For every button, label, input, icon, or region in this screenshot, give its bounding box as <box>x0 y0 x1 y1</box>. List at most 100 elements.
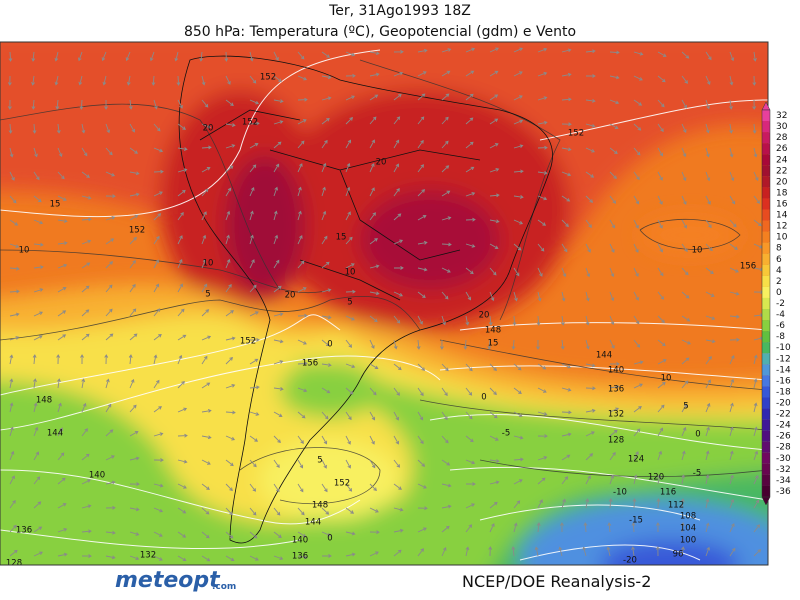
wind-arrow <box>321 315 332 320</box>
wind-arrow <box>489 219 500 224</box>
wind-arrow <box>80 354 84 365</box>
wind-arrow <box>297 459 304 469</box>
wind-arrow <box>513 479 523 485</box>
wind-arrow <box>753 171 759 181</box>
wind-arrow <box>249 411 260 416</box>
wind-arrow <box>321 117 330 125</box>
wind-arrow <box>249 507 257 516</box>
wind-arrow <box>753 549 762 557</box>
contour-label: 124 <box>628 455 644 465</box>
wind-arrow <box>441 48 452 53</box>
colorbar-label: 24 <box>776 155 788 165</box>
wind-arrow <box>57 552 68 557</box>
colorbar-swatch <box>762 231 770 243</box>
wind-arrow <box>585 339 590 350</box>
wind-arrow <box>201 188 209 197</box>
wind-arrow <box>321 139 328 149</box>
wind-arrow <box>609 219 616 229</box>
contour-label: 20 <box>376 158 387 168</box>
wind-arrow <box>57 378 61 389</box>
wind-arrow <box>681 474 686 485</box>
wind-arrow <box>489 118 499 125</box>
wind-arrow <box>105 505 116 510</box>
contour-label: 15 <box>488 339 499 349</box>
temperature-contours <box>0 59 768 505</box>
wind-arrow <box>561 147 572 152</box>
map-date: Ter, 31Ago1993 18Z <box>328 3 471 19</box>
wind-arrow <box>201 555 211 562</box>
wind-arrow <box>465 435 474 443</box>
wind-arrow <box>177 258 183 269</box>
wind-arrow <box>681 195 687 205</box>
contour-label: 148 <box>36 396 52 406</box>
wind-arrow <box>33 311 43 317</box>
wind-arrow <box>465 141 474 149</box>
colorbar-swatch <box>762 320 770 332</box>
contour-label: 112 <box>668 501 684 511</box>
wind-arrow <box>54 75 59 86</box>
wind-arrow <box>489 387 497 396</box>
wind-arrow <box>297 361 308 366</box>
wind-arrow <box>633 51 644 56</box>
wind-arrow <box>705 123 710 134</box>
wind-arrow <box>488 546 493 557</box>
wind-arrow <box>345 387 354 395</box>
wind-arrow <box>729 291 740 296</box>
colorbar-label: -8 <box>776 332 785 342</box>
wind-arrow <box>705 356 712 365</box>
wind-arrow <box>489 501 498 509</box>
colorbar-label: -2 <box>776 299 785 309</box>
wind-arrow <box>126 75 131 86</box>
wind-arrow <box>609 407 620 413</box>
wind-arrow <box>273 259 280 269</box>
wind-arrow <box>125 51 131 62</box>
wind-arrow <box>8 123 13 134</box>
wind-arrow <box>57 310 67 317</box>
wind-arrow <box>105 216 116 221</box>
wind-arrow <box>201 459 211 465</box>
wind-arrow <box>177 123 186 130</box>
wind-arrow <box>753 195 761 204</box>
wind-arrow <box>655 546 660 557</box>
wind-arrow <box>297 339 307 345</box>
wind-arrow <box>81 453 90 461</box>
wind-arrow <box>681 219 687 229</box>
contour-label: 148 <box>312 501 328 511</box>
wind-arrow <box>657 427 664 437</box>
wind-arrow <box>417 48 428 53</box>
contour-label: 140 <box>89 471 105 481</box>
wind-arrow <box>129 507 140 512</box>
wind-arrow <box>561 291 566 302</box>
wind-arrow <box>585 74 596 78</box>
wind-arrow <box>153 169 164 174</box>
wind-arrow <box>705 315 716 321</box>
wind-arrow <box>417 387 424 397</box>
wind-arrow <box>57 402 62 413</box>
wind-arrow <box>81 504 92 509</box>
wind-arrow <box>297 287 307 293</box>
wind-arrow <box>321 96 332 101</box>
wind-arrow <box>369 530 380 535</box>
colorbar-label: -28 <box>776 443 791 453</box>
wind-arrow <box>729 267 739 273</box>
wind-arrow <box>609 147 618 155</box>
wind-arrow <box>321 387 331 394</box>
wind-arrow <box>81 378 86 389</box>
colorbar-swatch <box>762 474 770 486</box>
wind-arrow <box>585 195 594 203</box>
wind-arrow <box>9 336 20 341</box>
wind-arrow <box>393 411 399 421</box>
wind-arrow <box>201 483 210 490</box>
wind-arrow <box>561 363 572 369</box>
wind-arrow <box>705 219 712 229</box>
wind-arrow <box>705 99 710 110</box>
wind-arrow <box>249 234 254 245</box>
wind-arrow <box>585 49 596 54</box>
wind-arrow <box>81 554 92 559</box>
wind-arrow <box>465 267 474 275</box>
wind-arrow <box>633 123 642 131</box>
wind-arrow <box>513 95 523 101</box>
wind-arrow <box>417 527 427 533</box>
wind-arrow <box>176 75 181 86</box>
wind-arrow <box>201 167 211 173</box>
